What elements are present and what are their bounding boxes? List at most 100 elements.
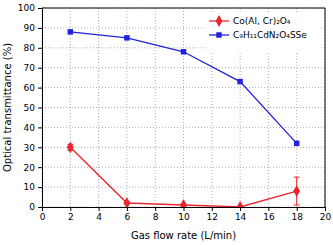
tick: 4 [96,207,102,222]
tick: 20 [320,207,332,222]
tick-label: 70 [24,63,36,73]
frame [325,8,326,207]
tick-label: 0 [29,202,35,212]
tick-label: 10 [178,212,190,222]
tick-label: 10 [24,182,36,192]
plot: 024681012141618200102030405060708090100C… [18,3,332,222]
tick-mark [38,187,42,188]
tick-label: 30 [24,143,36,153]
tick-mark [38,8,42,9]
tick-mark [297,207,298,211]
legend-item: Co(Al, Cr)₂O₄ [209,15,291,27]
tick-mark [325,207,326,211]
grid-line [42,147,325,148]
tick-mark [38,207,42,208]
tick: 60 [24,83,42,93]
tick: 2 [68,207,74,222]
axis-line [42,9,43,208]
grid-line [155,8,156,207]
x-axis-title: Gas flow rate (L/min) [131,230,236,241]
tick: 80 [24,43,42,53]
marker [124,35,129,40]
tick-mark [38,28,42,29]
grid-line [42,187,325,188]
tick-label: 80 [24,43,36,53]
tick: 16 [263,207,275,222]
y-axis-title: Optical transmittance (%) [2,43,13,172]
frame [42,8,325,9]
grid-line [98,8,99,207]
tick-label: 90 [24,23,36,33]
marker [293,185,300,197]
tick-mark [70,207,71,211]
marker [294,141,299,146]
marker [67,141,74,153]
tick: 30 [24,143,42,153]
tick: 0 [40,207,46,222]
tick-mark [38,88,42,89]
grid-line [42,167,325,168]
tick-label: 12 [207,212,218,222]
tick-mark [127,207,128,211]
tick: 10 [178,207,190,222]
legend: Co(Al, Cr)₂O₄ C₉H₁₁CdN₂O₄SSe [205,12,321,52]
marker [68,29,73,34]
tick: 8 [153,207,159,222]
tick-label: 20 [320,212,332,222]
grid-line [42,67,325,68]
tick: 40 [24,123,42,133]
tick: 100 [18,3,42,13]
legend-label: C₉H₁₁CdN₂O₄SSe [233,30,307,40]
tick-label: 60 [24,83,36,93]
tick-mark [38,147,42,148]
chart: 024681012141618200102030405060708090100C… [0,0,333,245]
legend-label: Co(Al, Cr)₂O₄ [233,16,291,26]
marker [181,49,186,54]
tick: 90 [24,23,42,33]
error-bar [294,177,300,205]
legend-marker [216,15,223,27]
tick: 14 [235,207,247,222]
legend-item: C₉H₁₁CdN₂O₄SSe [209,30,307,40]
grid-line [325,8,326,207]
tick-label: 100 [18,3,35,13]
series-line [70,147,296,207]
tick-label: 14 [235,212,247,222]
tick-label: 50 [24,103,36,113]
tick-label: 16 [263,212,275,222]
marker [124,197,131,207]
tick-mark [38,167,42,168]
marker [180,199,187,207]
marks [67,29,300,207]
marker [237,201,244,207]
tick-label: 2 [68,212,74,222]
tick-mark [240,207,241,211]
tick: 10 [24,182,42,192]
tick-mark [38,127,42,128]
x-axis: 02468101214161820 [40,207,332,222]
grid-line [42,87,325,88]
marker [237,79,242,84]
tick-mark [42,207,43,211]
grid-line [42,8,325,9]
tick-label: 4 [96,212,102,222]
tick-label: 20 [24,163,36,173]
y-axis: 0 10 20 30 40 50 60 70 80 90 100 [18,3,43,212]
tick: 70 [24,63,42,73]
tick-mark [212,207,213,211]
grid [42,8,325,207]
tick-mark [268,207,269,211]
tick: 0 [29,202,42,212]
tick-mark [184,207,185,211]
grid-line [42,107,325,108]
tick-mark [38,108,42,109]
tick-mark [99,207,100,211]
tick-label: 8 [153,212,159,222]
tick: 20 [24,163,42,173]
legend-box [205,12,321,52]
tick-label: 40 [24,123,36,133]
tick: 6 [125,207,131,222]
legend-marker [216,32,221,37]
tick-label: 6 [125,212,131,222]
tick-mark [38,68,42,69]
